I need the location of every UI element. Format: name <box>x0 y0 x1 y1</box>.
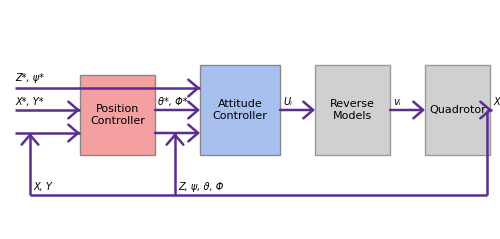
Text: Position
Controller: Position Controller <box>90 104 145 126</box>
Text: X, Y: X, Y <box>33 182 52 192</box>
Text: Attitude
Controller: Attitude Controller <box>212 99 268 121</box>
FancyBboxPatch shape <box>200 65 280 155</box>
Text: X*, Y*: X*, Y* <box>15 97 44 107</box>
Text: X, Y, Z, ψ, θ Φ: X, Y, Z, ψ, θ Φ <box>493 97 500 107</box>
Text: Reverse
Models: Reverse Models <box>330 99 375 121</box>
FancyBboxPatch shape <box>425 65 490 155</box>
FancyBboxPatch shape <box>315 65 390 155</box>
Text: Z, ψ, ϑ, Φ: Z, ψ, ϑ, Φ <box>178 182 224 192</box>
Text: θ*, Φ*: θ*, Φ* <box>158 97 188 107</box>
Text: Z*, ψ*: Z*, ψ* <box>15 73 44 83</box>
Text: Uᵢ: Uᵢ <box>283 97 292 107</box>
Text: Quadrotor: Quadrotor <box>429 105 486 115</box>
FancyBboxPatch shape <box>80 75 155 155</box>
Text: vᵢ: vᵢ <box>393 97 400 107</box>
